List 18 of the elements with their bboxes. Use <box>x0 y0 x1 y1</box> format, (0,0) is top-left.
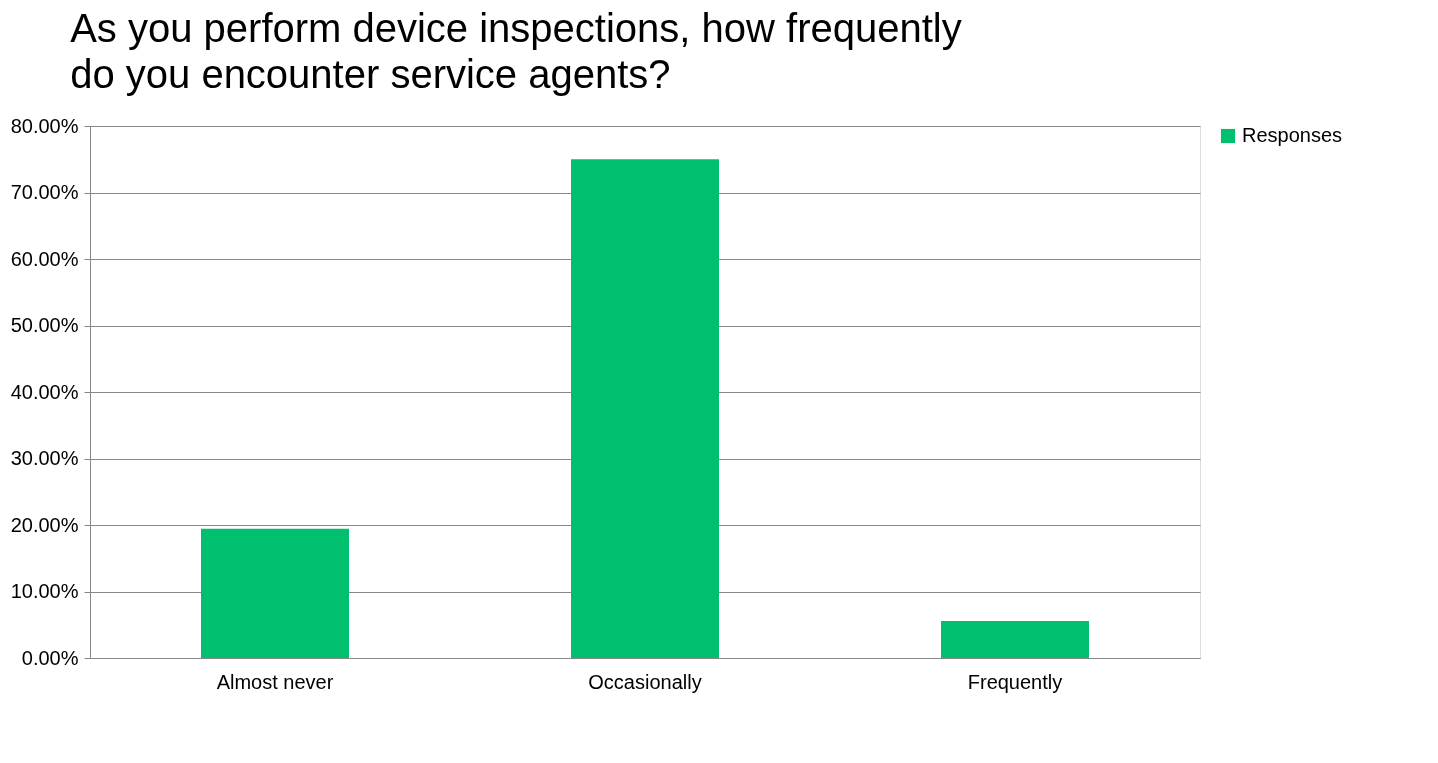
bar <box>571 159 719 658</box>
y-tick-label: 60.00% <box>10 247 79 270</box>
text: do you encounter service agents? <box>70 52 671 96</box>
y-tick-label: 30.00% <box>10 447 79 469</box>
x-tick-label: Occasionally <box>588 670 702 693</box>
x-tick-label: Almost never <box>216 670 334 693</box>
y-tick-label: 70.00% <box>10 181 79 203</box>
y-tick-label: 40.00% <box>10 380 79 403</box>
x-tick-label: Frequently <box>967 670 1063 693</box>
y-tick-label: 10.00% <box>10 580 79 602</box>
y-tick-label: 50.00% <box>10 314 79 336</box>
y-tick-label: 20.00% <box>10 513 79 536</box>
bar <box>201 528 349 658</box>
text: As you perform device inspections, how frequently <box>70 6 962 50</box>
y-tick-label: 80.00% <box>10 114 79 137</box>
bar <box>941 621 1089 658</box>
y-tick-label: 0.00% <box>21 646 79 669</box>
legend-label: Responses <box>1242 124 1343 146</box>
